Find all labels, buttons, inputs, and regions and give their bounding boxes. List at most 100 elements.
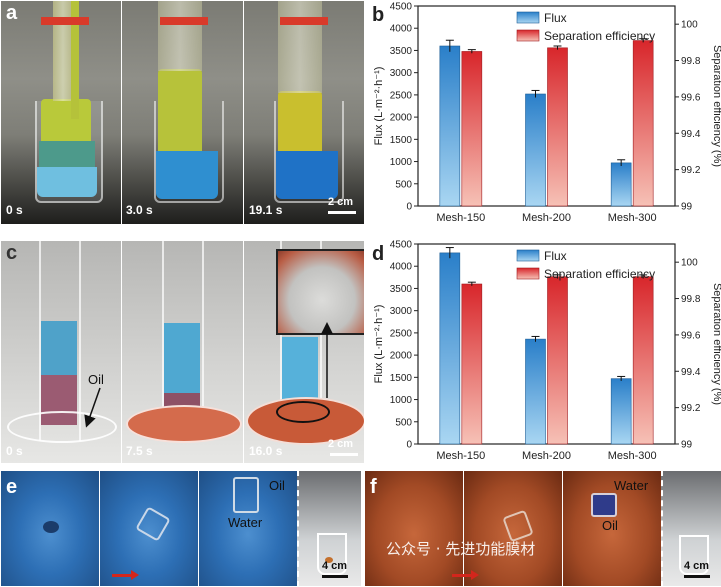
y-tick-label: 4000: [390, 24, 413, 35]
separation-bar: [461, 51, 483, 207]
panel-f-label: f: [370, 476, 377, 498]
panel-e-photo-1: [0, 470, 100, 587]
y2-axis-label: Separation efficiency (%): [711, 45, 721, 167]
panel-e-scale-bar: [322, 575, 348, 578]
panel-e-photo-2: [99, 470, 199, 587]
y-tick-label: 2500: [390, 328, 413, 339]
panel-a-photo-3: [243, 0, 365, 225]
panel-a-scale-label: 2 cm: [328, 196, 354, 208]
flux-bar: [439, 45, 461, 207]
flux-bar: [610, 162, 632, 207]
y-tick-label: 2000: [390, 113, 413, 124]
panel-c-oil-label: Oil: [88, 372, 104, 387]
legend-flux-label: Flux: [544, 249, 567, 263]
panel-f-red-arrowhead: [471, 570, 479, 580]
y2-tick-label: 100: [681, 20, 698, 31]
x-tick-label: Mesh-150: [436, 212, 485, 224]
y-tick-label: 500: [395, 417, 412, 428]
panel-f-photo-4: [661, 470, 721, 587]
panel-f-photo-3: [562, 470, 662, 587]
y2-tick-label: 99.6: [681, 92, 701, 103]
legend-flux-swatch: [516, 249, 540, 262]
watermark: 公众号 · 先进功能膜材: [386, 540, 536, 558]
y2-tick-label: 99.4: [681, 367, 701, 378]
panel-a-time-1: 0 s: [6, 203, 23, 217]
panel-c-label: c: [6, 242, 18, 264]
legend-separation-label: Separation efficiency: [544, 267, 655, 281]
panel-a-photo-2: [121, 0, 244, 225]
y-tick-label: 0: [406, 440, 412, 451]
legend-flux-label: Flux: [544, 11, 567, 25]
y2-tick-label: 99.2: [681, 403, 701, 414]
chart-d: 0 500 1000 1500 2000 2500 3000 3500 4000 4500 99 99…: [373, 240, 721, 463]
panel-b-label: b: [372, 4, 385, 26]
y2-tick-label: 99.2: [681, 165, 701, 176]
panel-c-time-1: 0 s: [6, 444, 23, 458]
y2-tick-label: 99.4: [681, 129, 701, 140]
panel-c-time-2: 7.5 s: [126, 444, 153, 458]
panel-c-scale-label: 2 cm: [328, 438, 354, 450]
panel-c-photo-3: [243, 240, 365, 464]
legend-separation-swatch: [516, 29, 540, 42]
panel-e-oil-label: Oil: [269, 478, 285, 493]
plot-frame: [417, 243, 676, 445]
flux-bar: [525, 338, 546, 445]
y-tick-label: 3000: [390, 68, 413, 79]
legend-separation-label: Separation efficiency: [544, 29, 655, 43]
y-tick-label: 4000: [390, 262, 413, 273]
y-tick-label: 1000: [390, 157, 413, 168]
flux-bar: [610, 378, 632, 445]
separation-bar: [547, 276, 568, 445]
x-tick-label: Mesh-300: [608, 212, 657, 224]
panel-f-oil-label: Oil: [602, 518, 618, 533]
panel-e-photo-3: [198, 470, 298, 587]
panel-d-label: d: [372, 243, 385, 265]
y-tick-label: 1000: [390, 395, 413, 406]
plot-frame: [417, 5, 676, 207]
separation-bar: [461, 283, 483, 445]
y-axis-label: Flux (L·m⁻²·h⁻¹): [373, 305, 385, 384]
x-tick-label: Mesh-150: [436, 450, 485, 462]
panel-c-time-3: 16.0 s: [249, 444, 283, 458]
panel-e-scale-label: 4 cm: [322, 560, 348, 572]
panel-f-scale-label: 4 cm: [684, 560, 710, 572]
panel-a-scale-bar: [328, 211, 356, 214]
panel-a-photo-1: [0, 0, 122, 225]
flux-bar: [439, 252, 461, 445]
panel-f-red-arrow: [452, 574, 472, 577]
separation-bar: [632, 40, 654, 207]
legend-flux-swatch: [516, 11, 540, 24]
panel-f-water-label: Water: [614, 478, 649, 493]
panel-a-time-3: 19.1 s: [249, 203, 283, 217]
y-tick-label: 500: [395, 179, 412, 190]
y-tick-label: 1500: [390, 373, 413, 384]
flux-bar: [525, 93, 546, 207]
panel-f-scale-bar: [684, 575, 710, 578]
y-axis-label: Flux (L·m⁻²·h⁻¹): [373, 67, 385, 146]
y-tick-label: 3500: [390, 284, 413, 295]
separation-bar: [632, 276, 654, 445]
x-tick-label: Mesh-300: [608, 450, 657, 462]
y-tick-label: 2500: [390, 90, 413, 101]
y2-tick-label: 100: [681, 258, 698, 269]
panel-a-time-2: 3.0 s: [126, 203, 153, 217]
y-tick-label: 3000: [390, 306, 413, 317]
y2-tick-label: 99.8: [681, 294, 701, 305]
y-tick-label: 2000: [390, 351, 413, 362]
legend-separation-swatch: [516, 267, 540, 280]
y-tick-label: 3500: [390, 46, 413, 57]
x-tick-label: Mesh-200: [522, 212, 571, 224]
panel-e-label: e: [6, 476, 18, 498]
y-tick-label: 4500: [390, 240, 413, 251]
panel-e-red-arrow: [112, 574, 132, 577]
chart-b: 0 500 1000 1500 2000 2500 3000 3500 4000 4500 99 99…: [373, 2, 721, 225]
y2-tick-label: 99.6: [681, 330, 701, 341]
y2-tick-label: 99: [681, 440, 693, 451]
panel-a-label: a: [6, 2, 18, 24]
y-tick-label: 1500: [390, 135, 413, 146]
panel-c-scale-bar: [330, 453, 358, 456]
panel-e-red-arrowhead: [131, 570, 139, 580]
panel-c-photo-2: [121, 240, 244, 464]
panel-f-photo-1: [364, 470, 464, 587]
y-tick-label: 0: [406, 202, 412, 213]
